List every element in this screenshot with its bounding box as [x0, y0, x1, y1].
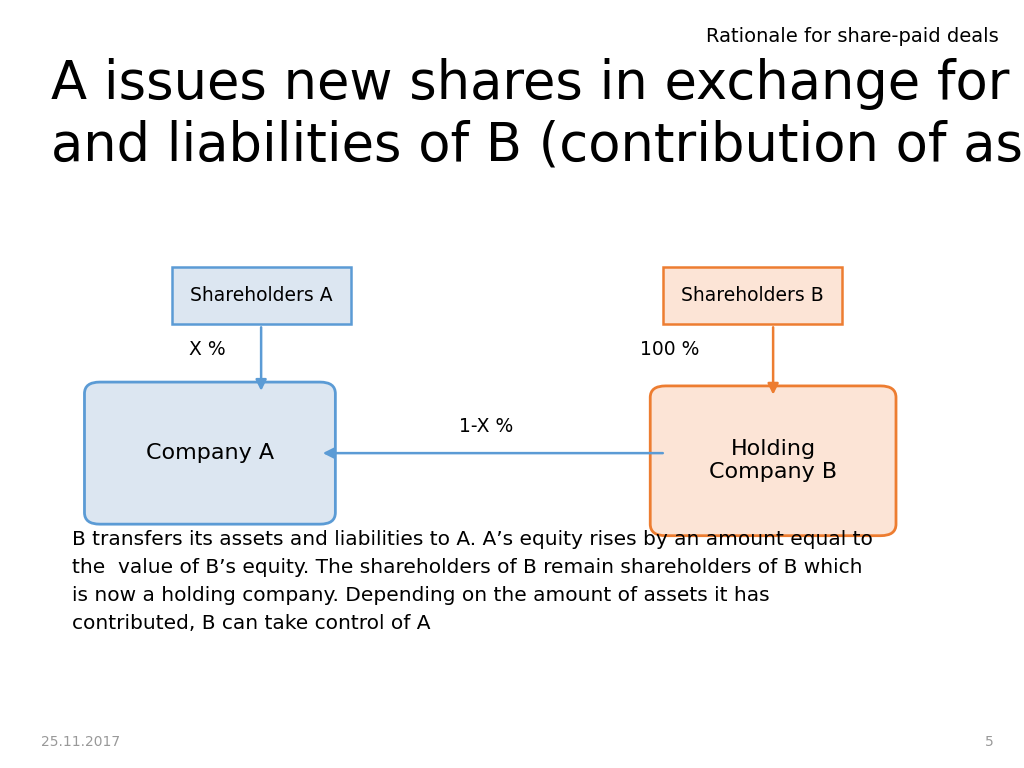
Text: 5: 5 — [984, 735, 993, 749]
Text: Shareholders A: Shareholders A — [189, 286, 333, 305]
Text: Holding
Company B: Holding Company B — [709, 439, 838, 482]
Text: and liabilities of B (contribution of assets): and liabilities of B (contribution of as… — [51, 119, 1024, 171]
Text: Rationale for share-paid deals: Rationale for share-paid deals — [706, 27, 998, 46]
Text: Shareholders B: Shareholders B — [681, 286, 824, 305]
Text: B transfers its assets and liabilities to A. A’s equity rises by an amount equal: B transfers its assets and liabilities t… — [72, 530, 872, 633]
Text: A issues new shares in exchange for assets: A issues new shares in exchange for asse… — [51, 58, 1024, 110]
Text: 100 %: 100 % — [640, 340, 699, 359]
Text: 25.11.2017: 25.11.2017 — [41, 735, 120, 749]
FancyBboxPatch shape — [650, 386, 896, 536]
Text: 1-X %: 1-X % — [460, 417, 513, 435]
Text: Company A: Company A — [145, 443, 274, 463]
FancyBboxPatch shape — [172, 267, 350, 325]
FancyBboxPatch shape — [84, 382, 336, 525]
Text: X %: X % — [189, 340, 226, 359]
FancyBboxPatch shape — [664, 267, 842, 325]
